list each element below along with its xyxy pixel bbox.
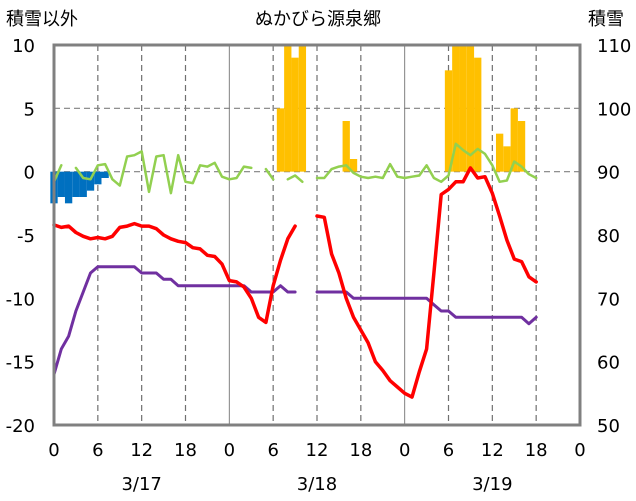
x-axis-tick-label: 0 [574,440,585,461]
precipitation-bar [517,121,526,172]
temperature-line [315,166,538,399]
precipitation-bar [503,146,511,172]
x-axis-tick-label: 6 [443,440,454,461]
left-axis-tick-label: -20 [6,416,35,437]
x-axis-tick-label: 0 [48,440,59,461]
precipitation-bar [495,133,504,172]
precipitation-bar [444,70,453,172]
precipitation-bar [452,45,460,172]
right-axis-label: 積雪 [588,9,624,30]
x-axis-tick-label: 0 [399,440,410,461]
chart-title: ぬかびら源泉郷 [255,9,381,30]
x-axis-tick-label: 18 [525,440,548,461]
precipitation-bar [298,45,307,172]
x-axis-tick-label: 6 [267,440,278,461]
negative-bar [94,171,102,185]
lines-layer [52,142,538,399]
x-axis-tick-label: 12 [306,440,329,461]
x-axis-tick-label: 12 [130,440,153,461]
left-axis-tick-label: -5 [17,226,35,247]
right-axis-tick-label: 100 [597,99,631,120]
left-axis-label: 積雪以外 [6,9,78,30]
plot-frame [52,43,582,427]
precipitation-bar [284,45,292,172]
precipitation-bar [510,108,518,172]
wind-line [315,142,538,184]
snow-depth-line [52,265,297,376]
snow-depth-line [315,290,538,326]
precipitation-bar [459,45,467,172]
negative-bar [72,171,80,197]
negative-bar [101,171,109,178]
x-axis-tick-label: 18 [349,440,372,461]
left-axis-tick-label: 5 [24,99,35,120]
precipitation-bar [349,159,358,172]
negative-bar [86,171,95,191]
precipitation-bar [276,108,285,172]
wind-line [286,174,304,184]
right-axis-tick-label: 60 [597,353,620,374]
negative-bar [57,171,65,197]
negative-bar [79,171,87,197]
wind-line [74,150,253,195]
grid-layer [54,45,580,425]
bars-layer [50,45,526,204]
x-axis-tick-label: 6 [92,440,103,461]
x-axis-tick-label: 0 [224,440,235,461]
precipitation-bar [342,121,350,172]
wind-line [264,167,275,181]
x-axis-tick-label: 18 [174,440,197,461]
right-axis-tick-label: 70 [597,289,620,310]
right-axis-tick-label: 50 [597,416,620,437]
left-axis-tick-label: 0 [24,163,35,184]
precipitation-bar [466,45,475,172]
precipitation-bar [474,57,482,172]
negative-bar [64,171,73,204]
right-axis-tick-label: 80 [597,226,620,247]
left-axis-tick-label: 10 [12,36,35,57]
right-axis-tick-label: 110 [597,36,631,57]
text-layer: ぬかびら源泉郷 積雪以外 積雪 1050-5-10-15-20110100908… [6,9,632,495]
date-label: 3/18 [297,474,337,495]
date-label: 3/17 [121,474,161,495]
left-axis-tick-label: -15 [6,353,35,374]
temperature-line [52,221,297,325]
right-axis-tick-label: 90 [597,163,620,184]
x-axis-tick-label: 12 [481,440,504,461]
date-label: 3/19 [472,474,512,495]
precipitation-bar [291,57,299,172]
left-axis-tick-label: -10 [6,289,35,310]
